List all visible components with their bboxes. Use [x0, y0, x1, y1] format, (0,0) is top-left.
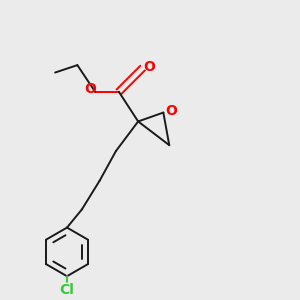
Text: O: O — [165, 104, 177, 118]
Text: O: O — [84, 82, 96, 96]
Text: O: O — [143, 60, 155, 74]
Text: Cl: Cl — [60, 283, 74, 297]
